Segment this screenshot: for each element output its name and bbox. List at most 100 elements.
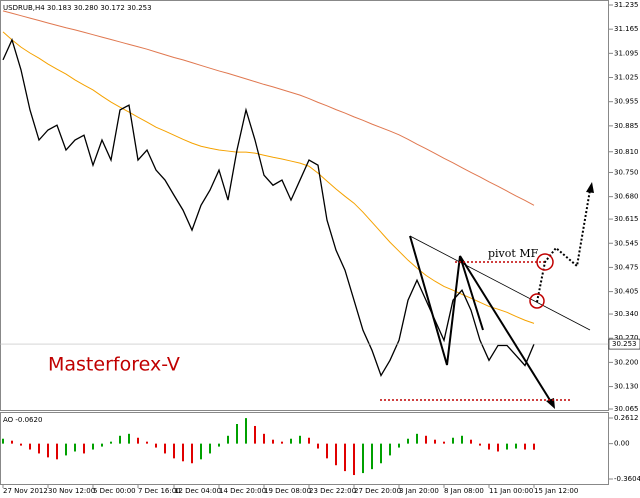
ao-bar	[56, 443, 58, 460]
ao-bar	[470, 439, 472, 444]
ao-bar	[416, 433, 418, 444]
y-tick-label: 30.750	[614, 168, 639, 176]
ao-bar	[20, 443, 22, 446]
ao-bar	[146, 441, 148, 444]
ao-bar	[65, 443, 67, 456]
ao-bar	[533, 443, 535, 450]
ao-bar	[155, 443, 157, 448]
ao-bar	[425, 435, 427, 444]
marker-circle	[536, 253, 554, 271]
x-tick-label: 19 Dec 08:00	[264, 487, 311, 495]
ao-bar	[344, 443, 346, 472]
y-tick-label: 0.2612	[614, 414, 639, 422]
ao-bar	[128, 433, 130, 444]
x-tick-label: 30 Nov 12:00	[48, 487, 95, 495]
ao-bar	[236, 424, 238, 444]
last-price-box	[608, 338, 640, 350]
ao-bar	[524, 443, 526, 450]
ao-bar	[191, 443, 193, 464]
ao-bar	[281, 441, 283, 444]
ao-bar	[461, 435, 463, 444]
ao-bar	[371, 443, 373, 470]
ao-bar	[245, 418, 247, 444]
x-tick-label: 3 Jan 20:00	[399, 487, 439, 495]
x-tick-label: 11 Jan 00:00	[489, 487, 533, 495]
ao-bar	[479, 443, 481, 446]
y-tick-label: 30.680	[614, 193, 639, 201]
ao-bar	[47, 443, 49, 458]
x-tick-label: 15 Jan 12:00	[534, 487, 578, 495]
x-tick-label: 7 Dec 16:00	[138, 487, 181, 495]
x-tick-label: 27 Nov 2012	[3, 487, 48, 495]
ao-bar	[263, 433, 265, 444]
pivot-label: pivot MF	[488, 247, 539, 260]
y-tick-label: 0.00	[614, 440, 630, 448]
ao-panel	[0, 412, 609, 485]
ao-bar	[389, 443, 391, 456]
annotations	[380, 182, 594, 409]
ao-bar	[137, 437, 139, 444]
x-tick-label: 8 Jan 08:00	[444, 487, 484, 495]
ao-bar	[380, 443, 382, 464]
price-line	[2, 10, 535, 206]
arrow-line	[459, 255, 554, 406]
ao-bar	[218, 443, 220, 447]
x-tick-label: 27 Dec 20:00	[354, 487, 401, 495]
ao-bar	[353, 443, 355, 476]
ao-bar	[74, 443, 76, 452]
last-price-label: 30.253	[612, 340, 637, 348]
ao-bar	[11, 440, 13, 444]
ao-bar	[110, 441, 112, 444]
ao-bar	[227, 435, 229, 444]
y-tick-label: -0.3604	[614, 475, 640, 483]
ao-bar	[92, 443, 94, 450]
arrow-head	[586, 182, 594, 193]
ao-bar	[398, 443, 400, 448]
ao-bar	[2, 438, 4, 444]
y-tick-label: 31.025	[614, 74, 639, 82]
ao-bar	[335, 443, 337, 466]
y-tick-label: 31.165	[614, 25, 639, 33]
ao-bar	[299, 435, 301, 444]
ao-bar	[272, 439, 274, 444]
ao-bar	[101, 443, 103, 447]
ao-bar	[29, 443, 31, 450]
ao-bar	[506, 443, 508, 450]
y-tick-label: 31.095	[614, 49, 639, 57]
y-tick-label: 30.810	[614, 148, 639, 156]
x-tick-label: 12 Dec 04:00	[174, 487, 221, 495]
ao-bar	[200, 443, 202, 460]
watermark: Masterforex-V	[48, 354, 180, 376]
ao-bar	[83, 443, 85, 454]
ao-bar	[308, 437, 310, 444]
ao-bar	[443, 441, 445, 444]
ao-bar	[326, 443, 328, 459]
ao-bar	[317, 443, 319, 449]
ao-bar	[119, 435, 121, 444]
y-tick-label: 31.235	[614, 1, 639, 9]
ao-bar	[209, 443, 211, 454]
chart-title: USDRUB,H4 30.183 30.280 30.172 30.253	[3, 4, 152, 12]
y-tick-label: 30.065	[614, 405, 639, 413]
ao-bar	[362, 443, 364, 474]
ao-bar	[254, 425, 256, 444]
ao-bar	[452, 437, 454, 444]
ao-bar	[164, 443, 166, 454]
pattern-line	[409, 235, 484, 366]
ao-bar	[497, 443, 499, 452]
ao-bar	[290, 438, 292, 444]
y-tick-label: 30.200	[614, 358, 639, 366]
y-tick-label: 30.545	[614, 239, 639, 247]
ao-title: AO -0.0620	[3, 416, 42, 424]
marker-circle	[529, 293, 545, 309]
y-tick-label: 30.405	[614, 288, 639, 296]
price-line	[2, 31, 535, 324]
y-tick-label: 30.475	[614, 263, 639, 271]
y-tick-label: 30.130	[614, 383, 639, 391]
main-panel	[0, 0, 609, 411]
ao-bar	[515, 443, 517, 449]
y-tick-label: 30.955	[614, 98, 639, 106]
ao-bar	[182, 443, 184, 462]
